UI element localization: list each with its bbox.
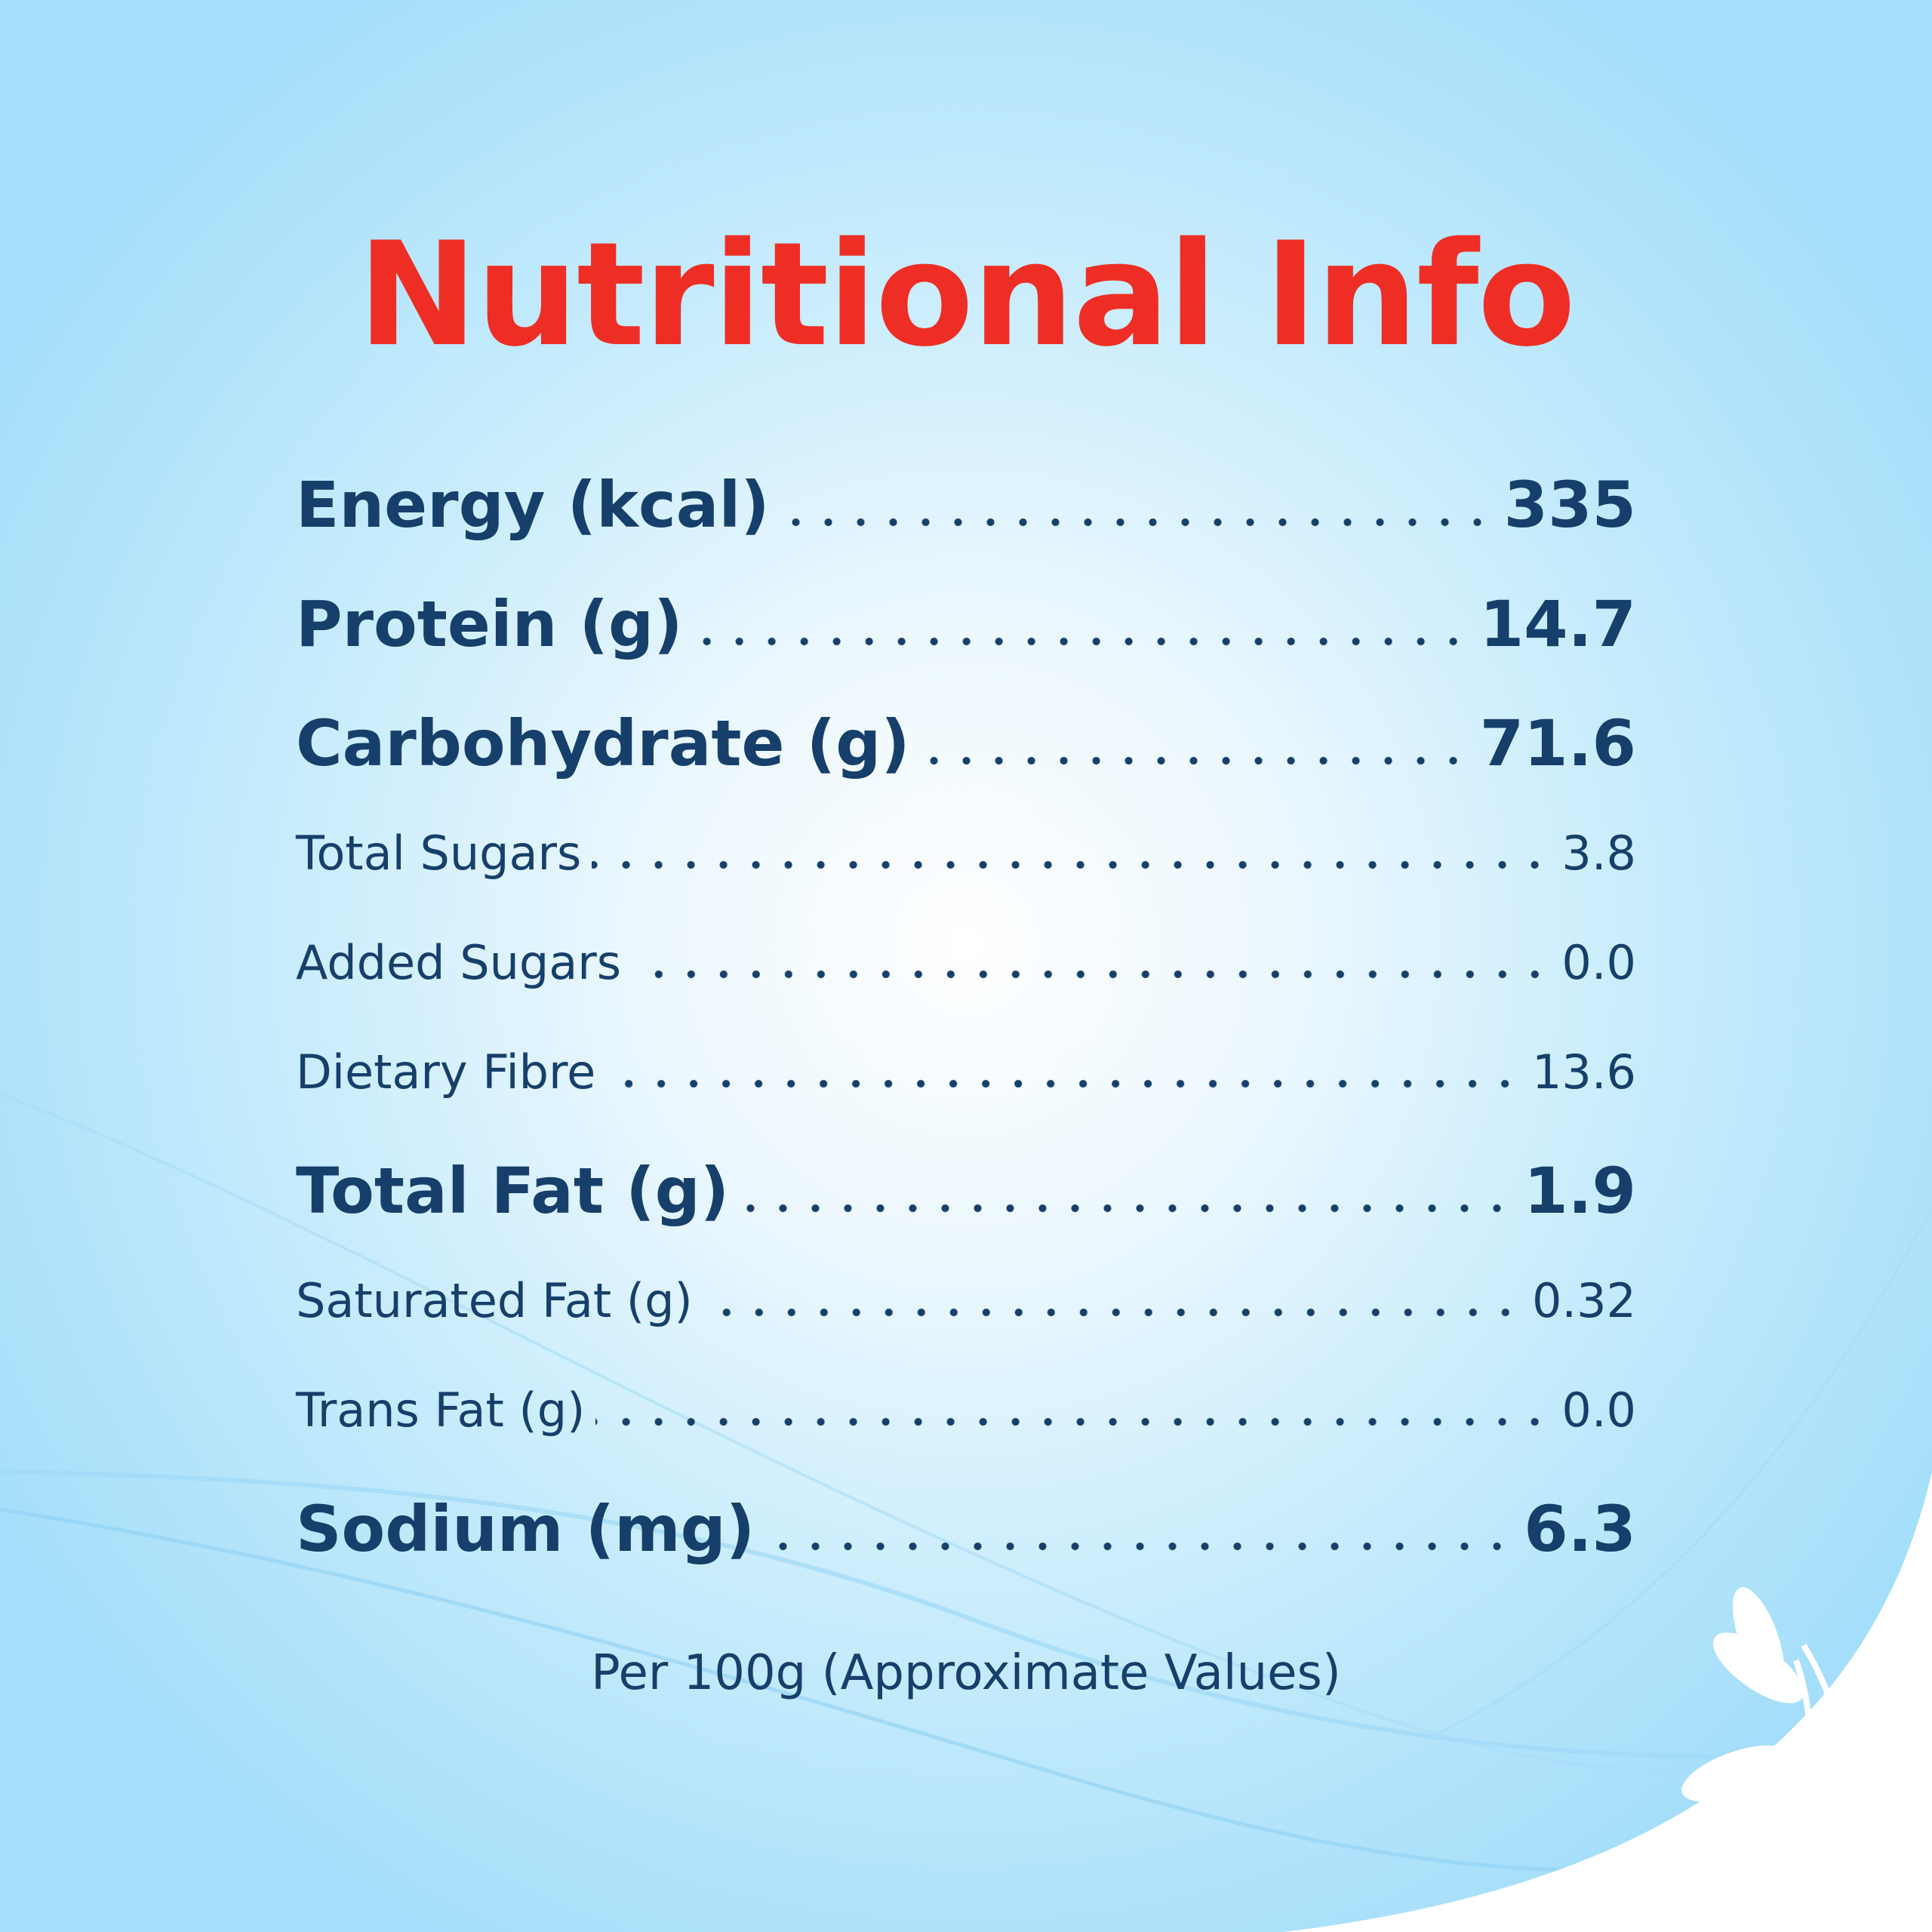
- nutrient-label: Total Sugars: [296, 826, 582, 881]
- nutrient-value: 0.0: [1561, 1383, 1636, 1438]
- nutrient-value: 0.32: [1531, 1273, 1636, 1328]
- nutrient-row: Saturated Fat (g) 0.32: [296, 1273, 1636, 1383]
- nutrient-value: 1.9: [1524, 1154, 1636, 1228]
- nutrient-row: Total Fat (g) 1.9: [296, 1154, 1636, 1273]
- nutrient-value: 14.7: [1479, 587, 1636, 661]
- nutrient-row: Total Sugars 3.8: [296, 826, 1636, 935]
- nutrient-row: Added Sugars 0.0: [296, 935, 1636, 1044]
- nutrient-value: 13.6: [1531, 1044, 1636, 1100]
- nutrient-row: Dietary Fibre 13.6: [296, 1044, 1636, 1154]
- nutrient-row: Energy (kcal) 335: [296, 468, 1636, 587]
- nutrient-row: Protein (g) 14.7: [296, 587, 1636, 706]
- nutrition-table: Energy (kcal) 335 Protein (g) 14.7 Carbohy…: [296, 468, 1636, 1611]
- nutrient-row: Trans Fat (g) 0.0: [296, 1383, 1636, 1492]
- nutrient-value: 335: [1503, 468, 1636, 542]
- nutrient-label: Energy (kcal): [296, 468, 770, 542]
- nutrient-label: Total Fat (g): [296, 1154, 730, 1228]
- nutrient-row: Carbohydrate (g) 71.6: [296, 706, 1636, 826]
- nutrient-label: Protein (g): [296, 587, 683, 661]
- nutrient-label: Carbohydrate (g): [296, 706, 910, 780]
- nutrient-label: Dietary Fibre: [296, 1044, 596, 1100]
- nutrient-label: Saturated Fat (g): [296, 1273, 693, 1328]
- nutrient-value: 6.3: [1524, 1492, 1636, 1566]
- nutrient-row: Sodium (mg) 6.3: [296, 1492, 1636, 1611]
- nutrient-label: Sodium (mg): [296, 1492, 755, 1566]
- footnote: Per 100g (Approximate Values): [591, 1645, 1341, 1701]
- title: Nutritional Info: [357, 211, 1576, 378]
- nutrient-value: 3.8: [1561, 826, 1636, 881]
- nutrient-label: Added Sugars: [296, 935, 622, 990]
- nutrient-value: 0.0: [1561, 935, 1636, 990]
- nutrient-label: Trans Fat (g): [296, 1383, 586, 1438]
- nutrient-value: 71.6: [1479, 706, 1636, 780]
